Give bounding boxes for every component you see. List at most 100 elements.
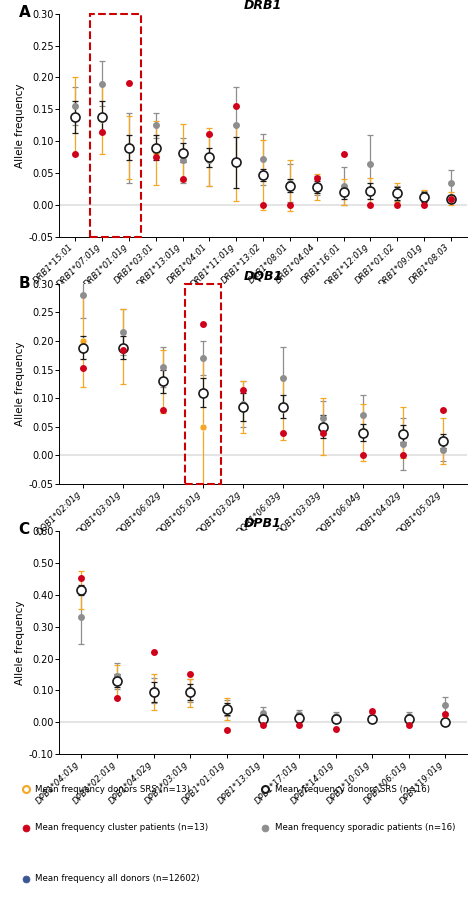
Point — [239, 396, 247, 411]
Point — [420, 190, 428, 205]
Point — [152, 118, 160, 133]
Y-axis label: Allele frequency: Allele frequency — [15, 342, 25, 426]
Point — [399, 448, 407, 463]
Point — [399, 436, 407, 451]
Point — [259, 152, 267, 167]
Point — [72, 108, 79, 123]
Point — [259, 198, 267, 212]
Point — [366, 185, 374, 200]
Point — [259, 711, 267, 726]
Title: DQB1: DQB1 — [244, 270, 283, 282]
Point — [399, 425, 407, 440]
Point — [359, 425, 367, 439]
Point — [296, 711, 303, 726]
Point — [279, 400, 287, 415]
Point — [447, 191, 455, 206]
Point — [200, 351, 207, 365]
Point — [232, 98, 240, 113]
Point — [296, 718, 303, 732]
Point — [80, 333, 87, 348]
Point — [420, 198, 428, 212]
Point — [393, 198, 401, 212]
Point — [439, 434, 447, 448]
Point — [232, 155, 240, 169]
Point — [439, 403, 447, 417]
Point — [72, 108, 79, 123]
Point — [366, 184, 374, 199]
Point — [447, 191, 455, 206]
Point — [259, 711, 267, 726]
Point — [405, 711, 412, 726]
Point — [159, 374, 167, 388]
Point — [114, 673, 121, 688]
Text: A: A — [18, 5, 30, 20]
Point — [441, 707, 449, 722]
Point — [296, 707, 303, 722]
Point — [119, 341, 127, 355]
Point — [232, 155, 240, 169]
Point — [239, 400, 247, 415]
Point — [179, 147, 186, 161]
Point — [399, 426, 407, 441]
Point — [441, 698, 449, 712]
Point — [223, 723, 230, 738]
Point — [186, 686, 194, 701]
Point — [152, 140, 160, 155]
Point — [239, 400, 247, 415]
Point — [200, 385, 207, 400]
Point — [420, 190, 428, 205]
Point — [279, 400, 287, 415]
Point — [150, 685, 158, 700]
Point — [368, 711, 376, 726]
Point — [313, 179, 320, 193]
Point — [223, 701, 230, 716]
Point — [159, 403, 167, 417]
Point — [259, 168, 267, 182]
Point — [340, 184, 347, 199]
Point — [439, 443, 447, 457]
Point — [447, 191, 455, 206]
Point — [286, 175, 294, 189]
Point — [368, 711, 376, 726]
Y-axis label: Allele frequency: Allele frequency — [15, 600, 25, 685]
Point — [420, 190, 428, 205]
Point — [99, 108, 106, 123]
Point — [239, 400, 247, 415]
Point — [313, 179, 320, 194]
Point — [332, 709, 340, 723]
Point — [340, 185, 347, 200]
Point — [200, 420, 207, 435]
Point — [114, 669, 121, 683]
Point — [72, 147, 79, 161]
Point — [319, 425, 327, 440]
Point — [206, 149, 213, 164]
Text: Mean frequency cluster patients (n=13): Mean frequency cluster patients (n=13) — [35, 823, 209, 832]
Point — [319, 420, 327, 435]
Point — [159, 374, 167, 388]
Point — [150, 685, 158, 700]
Point — [368, 710, 376, 724]
Point — [80, 341, 87, 355]
Point — [441, 715, 449, 730]
Point — [319, 420, 327, 435]
Point — [114, 673, 121, 688]
Point — [77, 571, 85, 586]
Point — [159, 360, 167, 374]
Point — [223, 701, 230, 716]
Point — [340, 179, 347, 193]
Point — [150, 644, 158, 659]
Point — [99, 124, 106, 138]
Point — [125, 140, 133, 155]
Point — [332, 711, 340, 726]
Point — [152, 146, 160, 160]
Title: DPB1: DPB1 — [244, 517, 282, 530]
Point — [239, 383, 247, 397]
Text: C: C — [18, 522, 29, 537]
Point — [447, 191, 455, 206]
Point — [72, 109, 79, 124]
Point — [279, 371, 287, 385]
Bar — [185, 283, 221, 484]
Point — [119, 325, 127, 340]
Point — [420, 190, 428, 205]
Point — [186, 685, 194, 700]
